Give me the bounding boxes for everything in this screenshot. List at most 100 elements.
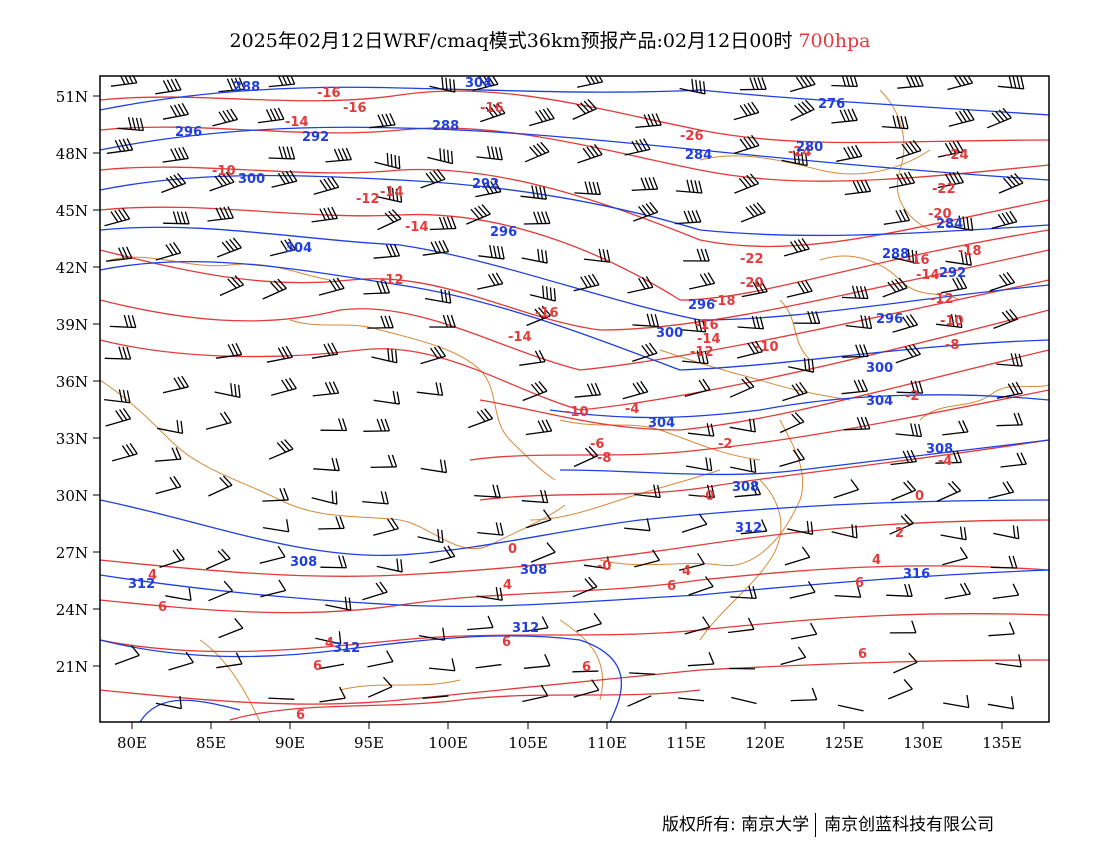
wind-barb xyxy=(268,146,296,160)
wind-barb xyxy=(990,555,1018,569)
wind-barb xyxy=(418,627,446,641)
wind-barb xyxy=(320,418,348,432)
wind-barb xyxy=(216,237,242,258)
wind-barb xyxy=(215,343,243,359)
wind-barb xyxy=(428,658,456,672)
wind-barb xyxy=(891,248,918,264)
wind-barb xyxy=(892,314,919,333)
wind-barb xyxy=(993,525,1020,540)
wind-barb xyxy=(216,652,243,669)
wind-barb xyxy=(889,620,917,634)
lat-label: 48N xyxy=(56,145,88,163)
wind-barb xyxy=(946,215,974,232)
copyright-company: 南京创蓝科技有限公司 xyxy=(824,815,995,835)
wind-barb xyxy=(841,379,869,395)
wind-barb xyxy=(163,211,190,225)
wind-barb xyxy=(789,76,816,93)
wind-barb xyxy=(325,147,352,163)
wind-barb xyxy=(627,276,654,294)
height-label: 300 xyxy=(866,361,893,376)
wind-barb xyxy=(573,273,600,292)
temp-label: 4 xyxy=(325,636,334,651)
wind-barb xyxy=(947,76,974,91)
wind-barb xyxy=(942,546,968,566)
wind-barb xyxy=(787,520,814,535)
wind-barb xyxy=(106,246,133,262)
temp-label: -10 xyxy=(755,340,779,355)
wind-barb xyxy=(268,697,295,700)
pressure-level: 700hpa xyxy=(798,30,871,52)
height-label: 296 xyxy=(688,298,715,313)
lat-label: 45N xyxy=(56,202,88,220)
wind-barb xyxy=(730,585,757,600)
temp-label: -2 xyxy=(905,389,919,404)
wind-barb xyxy=(313,457,340,472)
wind-barb xyxy=(376,186,403,203)
title-text: 2025年02月12日WRF/cmaq模式36km预报产品:02月12日00时 xyxy=(229,30,793,52)
temp-label: -14 xyxy=(380,185,404,200)
height-label: 296 xyxy=(175,125,202,140)
lon-label: 130E xyxy=(903,734,943,752)
height-label: 284 xyxy=(685,148,712,163)
wind-barb xyxy=(632,313,660,328)
wind-barb xyxy=(524,141,550,163)
lat-label: 36N xyxy=(56,373,88,391)
temp-label: -16 xyxy=(906,253,930,268)
height-label: 288 xyxy=(233,80,260,95)
wind-barb xyxy=(363,280,391,295)
wind-barb xyxy=(429,76,456,93)
height-label: 284 xyxy=(936,217,963,232)
wind-barb xyxy=(895,423,923,438)
wind-barb xyxy=(889,513,914,535)
wind-barb xyxy=(936,313,963,329)
wind-barb xyxy=(373,390,401,405)
wind-barb xyxy=(530,542,556,563)
wind-barb xyxy=(883,208,911,225)
wind-barb xyxy=(311,206,338,223)
map-content: -16 -16 -14 -10 -12 -14 -14 -12 -16 -26 … xyxy=(100,76,1049,722)
wind-barb xyxy=(634,549,661,568)
temp-label: -6 xyxy=(590,437,604,452)
wind-barb xyxy=(475,663,502,669)
wind-barb xyxy=(836,144,863,162)
wind-barb xyxy=(162,103,190,120)
wind-barb xyxy=(1000,452,1027,468)
wind-barb xyxy=(576,612,602,632)
wind-barb xyxy=(208,580,233,602)
wind-barb xyxy=(370,454,398,469)
temp-label: -14 xyxy=(916,268,940,283)
wind-barb xyxy=(945,251,972,266)
wind-barb xyxy=(311,490,338,505)
temp-label: -22 xyxy=(932,182,956,197)
wind-barb xyxy=(936,480,962,502)
wind-barb xyxy=(373,244,401,259)
map-title: 2025年02月12日WRF/cmaq模式36km预报产品:02月12日00时 7… xyxy=(0,26,1100,53)
wind-barb xyxy=(728,617,755,634)
lon-label: 110E xyxy=(587,734,627,752)
wind-barb xyxy=(475,180,502,198)
temp-label: -4 xyxy=(625,402,639,417)
wind-barb xyxy=(526,305,552,327)
wind-barb xyxy=(688,576,714,596)
wind-barb xyxy=(681,513,708,533)
wind-barb xyxy=(942,420,969,436)
copyright-footer: 版权所有: 南京大学 南京创蓝科技有限公司 xyxy=(662,810,994,837)
height-label: 300 xyxy=(656,326,683,341)
wind-barb xyxy=(633,201,659,222)
wind-barb xyxy=(688,484,716,499)
wind-barb xyxy=(420,345,446,365)
wind-barb xyxy=(362,491,389,505)
wind-barb xyxy=(429,545,456,564)
wind-barb xyxy=(467,408,494,429)
temp-label: -16 xyxy=(480,101,504,116)
temp-label: 4 xyxy=(503,578,512,593)
temp-label: 0 xyxy=(915,489,924,504)
height-label: 288 xyxy=(882,247,909,262)
wind-barb xyxy=(318,663,345,670)
wind-barb xyxy=(729,376,755,398)
wind-barb xyxy=(996,412,1024,427)
wind-barb xyxy=(882,115,909,130)
wind-barb xyxy=(477,272,504,290)
wind-barb xyxy=(731,696,757,705)
wind-barb xyxy=(782,382,808,402)
